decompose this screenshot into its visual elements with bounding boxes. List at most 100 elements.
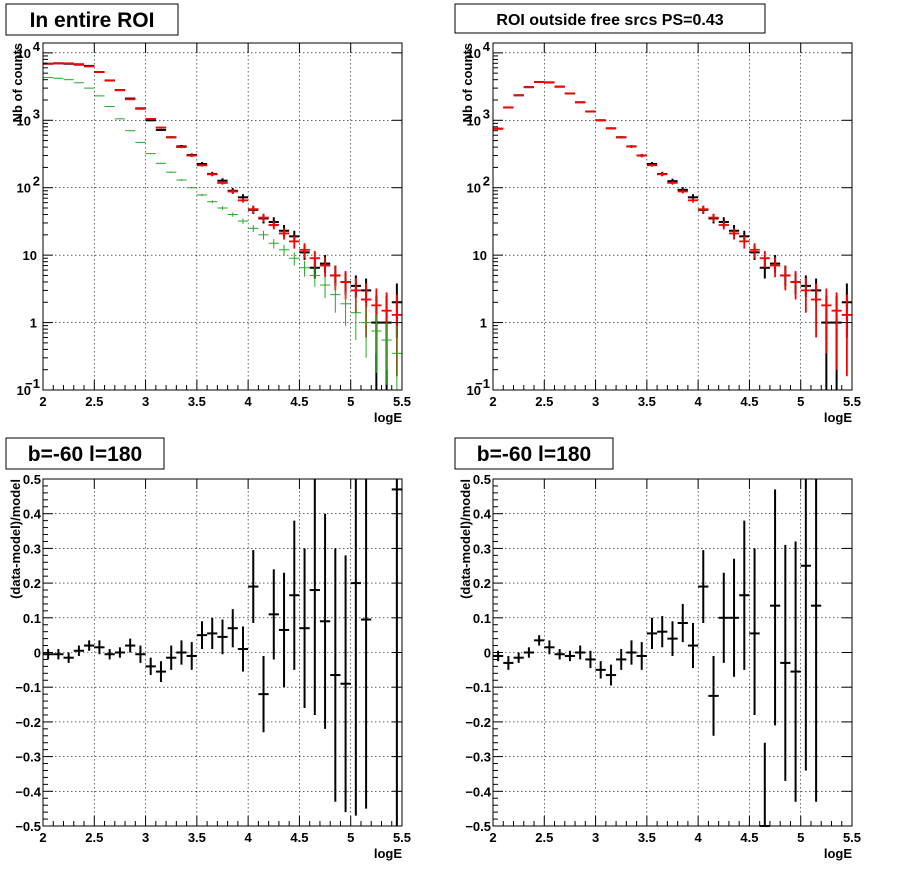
y-tick-label: −0.1 [465, 680, 491, 695]
series-1 [493, 81, 852, 377]
axis-ticks: 2 2.5 3 3.5 4 4.5 5 5.5 −0.5 −0.4 −0.3 −0.2 −0.1 0 0.1… [15, 472, 411, 845]
y-tick-exponent: 3 [483, 106, 490, 121]
y-tick-label: −0.4 [15, 784, 41, 799]
y-tick-label: 10 [473, 248, 487, 263]
panel-residuals-left: b=-60 l=180 2 2.5 3 3.5 4 4.5 5 5.5 −0.5 −0.4 −0.3… [5, 437, 411, 861]
x-tick-label: 3 [142, 394, 149, 409]
y-tick-label: 10 [17, 383, 31, 398]
x-tick-label: 5.5 [843, 394, 861, 409]
x-axis-label: logE [824, 410, 852, 425]
x-axis-label: logE [374, 846, 402, 861]
panel-counts-outside-free-srcs: ROI outside free srcs PS=0.43 2 2.5 3 3.5 4 4… [454, 3, 862, 425]
x-tick-label: 4 [695, 830, 703, 845]
x-axis-label: logE [824, 846, 852, 861]
y-tick-label: 10 [17, 181, 31, 196]
y-tick-exponent: 2 [483, 174, 490, 189]
x-tick-label: 4.5 [290, 830, 308, 845]
y-tick-label: 0.1 [23, 611, 41, 626]
panel-title: b=-60 l=180 [477, 443, 591, 466]
x-tick-label: 5 [347, 394, 354, 409]
y-tick-label: 1 [480, 316, 487, 331]
y-tick-label: −0.2 [465, 715, 491, 730]
x-tick-label: 2.5 [535, 830, 553, 845]
x-tick-label: 2 [489, 394, 496, 409]
y-tick-label: 10 [467, 113, 481, 128]
grid [493, 43, 852, 390]
y-tick-label: 0 [34, 646, 41, 661]
panel-residuals-right: b=-60 l=180 2 2.5 3 3.5 4 4.5 5 5.5 −0.5 −0.4 −0.3… [454, 437, 861, 861]
y-tick-label: 0.3 [473, 541, 491, 556]
y-tick-label: 0.3 [23, 541, 41, 556]
x-tick-label: 5 [797, 830, 804, 845]
series-2 [43, 62, 402, 377]
x-tick-label: 3.5 [188, 394, 206, 409]
y-tick-label: 1 [30, 316, 37, 331]
x-tick-label: 5.5 [843, 830, 861, 845]
y-tick-label: 10 [17, 46, 31, 61]
x-tick-label: 2 [489, 830, 496, 845]
x-tick-label: 5.5 [393, 394, 411, 409]
y-axis-label: (data-model)/model [458, 479, 473, 599]
y-tick-label: 0.4 [473, 507, 492, 522]
plot-frame [492, 42, 853, 391]
y-tick-label: −0.4 [465, 784, 491, 799]
axis-ticks: 2 2.5 3 3.5 4 4.5 5 5.5 −0.5 −0.4 −0.3 −0.2 −0.1 0 0.1… [465, 472, 861, 845]
y-tick-label: −0.3 [465, 750, 491, 765]
y-tick-label: −0.5 [15, 819, 41, 834]
x-tick-label: 5.5 [393, 830, 411, 845]
y-axis-label: Nb of counts [10, 43, 25, 122]
x-tick-label: 3.5 [188, 830, 206, 845]
y-tick-exponent: 3 [33, 106, 40, 121]
y-tick-label: 10 [467, 46, 481, 61]
x-tick-label: 3.5 [638, 830, 656, 845]
title-box [454, 437, 614, 470]
y-tick-label: 0 [484, 646, 491, 661]
y-tick-label: −0.2 [15, 715, 41, 730]
x-tick-label: 2.5 [535, 394, 553, 409]
title-box [5, 437, 165, 470]
y-axis-label: (data-model)/model [8, 479, 23, 599]
y-tick-label: −0.5 [465, 819, 491, 834]
x-tick-label: 4 [245, 830, 253, 845]
y-tick-label: 0.4 [23, 507, 42, 522]
x-tick-label: 3 [142, 830, 149, 845]
data-marks [43, 62, 402, 390]
x-tick-label: 3.5 [638, 394, 656, 409]
x-tick-label: 4 [245, 394, 253, 409]
y-tick-label: 10 [467, 383, 481, 398]
y-tick-exponent: −1 [475, 376, 490, 391]
data-marks [493, 80, 852, 390]
title-box [5, 3, 179, 36]
series-1 [43, 62, 402, 390]
y-tick-label: 0.1 [473, 611, 491, 626]
x-tick-label: 4 [695, 394, 703, 409]
x-tick-label: 5 [797, 394, 804, 409]
y-tick-label: 10 [23, 248, 37, 263]
y-tick-label: 10 [17, 113, 31, 128]
x-tick-label: 5 [347, 830, 354, 845]
x-tick-label: 4.5 [740, 830, 758, 845]
x-tick-label: 2 [39, 394, 46, 409]
y-tick-label: −0.1 [15, 680, 41, 695]
y-axis-label: Nb of counts [460, 43, 475, 122]
x-tick-label: 4.5 [740, 394, 758, 409]
x-tick-label: 4.5 [290, 394, 308, 409]
y-tick-label: 0.2 [23, 576, 41, 591]
y-tick-exponent: −1 [25, 376, 40, 391]
y-tick-label: 0.5 [473, 472, 491, 487]
x-tick-label: 2.5 [85, 394, 103, 409]
series-0 [493, 479, 822, 827]
series-0 [493, 80, 852, 390]
x-axis-label: logE [374, 410, 402, 425]
y-tick-label: 0.2 [473, 576, 491, 591]
panel-title: ROI outside free srcs PS=0.43 [496, 12, 723, 29]
grid [43, 479, 402, 826]
y-tick-label: −0.3 [15, 750, 41, 765]
x-tick-label: 3 [592, 394, 599, 409]
data-marks [493, 479, 822, 827]
y-tick-exponent: 4 [33, 39, 41, 54]
